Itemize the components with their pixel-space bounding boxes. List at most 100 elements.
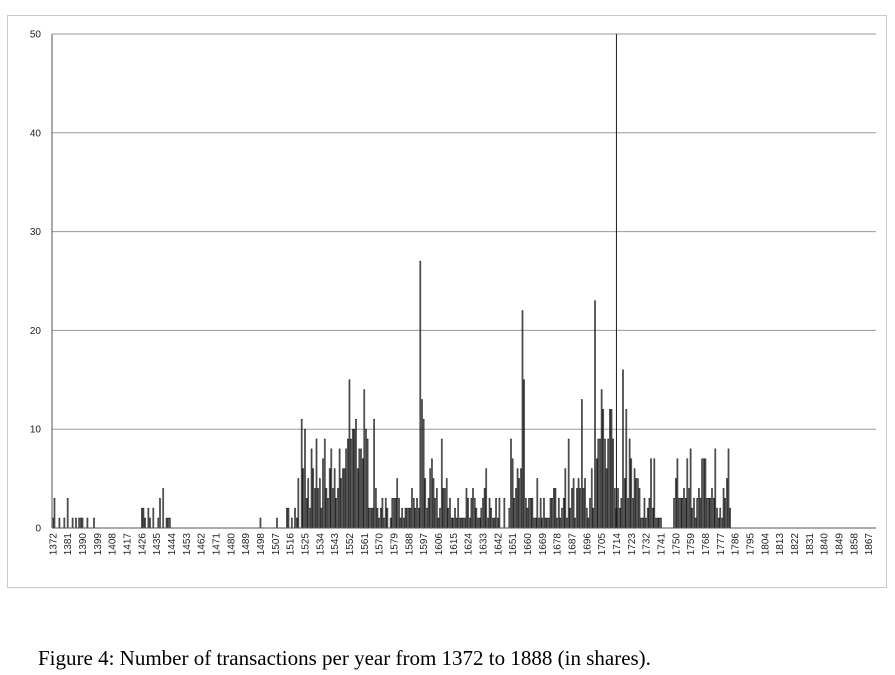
bar-1552 bbox=[348, 379, 351, 529]
bar-1508 bbox=[276, 517, 278, 529]
bar-1741 bbox=[660, 517, 662, 529]
bar-1568 bbox=[375, 488, 377, 529]
bar-1437 bbox=[159, 498, 161, 529]
bar-1571 bbox=[379, 507, 382, 529]
bar-1376 bbox=[58, 517, 61, 529]
x-tick-label: 1813 bbox=[775, 533, 786, 556]
x-tick-label: 1480 bbox=[226, 533, 237, 556]
x-tick-label: 1498 bbox=[256, 533, 267, 556]
bars bbox=[52, 34, 731, 529]
bar-1430 bbox=[147, 507, 150, 529]
bar-1547 bbox=[340, 478, 343, 529]
bar-1517 bbox=[290, 517, 293, 529]
bar-1670 bbox=[543, 498, 545, 529]
bar-1550 bbox=[345, 448, 347, 529]
x-tick-label: 1597 bbox=[419, 533, 430, 556]
x-tick-label: 1543 bbox=[330, 533, 341, 556]
bar-1642 bbox=[496, 517, 499, 529]
bar-1758 bbox=[688, 488, 690, 529]
bar-1782 bbox=[727, 448, 730, 529]
bar-1783 bbox=[729, 507, 731, 529]
bar-1700 bbox=[592, 507, 595, 529]
bar-1684 bbox=[566, 517, 568, 529]
bar-1705 bbox=[600, 389, 603, 529]
bar-1668 bbox=[539, 498, 542, 529]
bar-1386 bbox=[75, 517, 77, 529]
x-tick-label: 1552 bbox=[345, 533, 356, 556]
bar-1535 bbox=[320, 507, 323, 529]
bar-1611 bbox=[445, 478, 448, 529]
bar-1683 bbox=[564, 468, 567, 529]
bar-1548 bbox=[342, 468, 344, 529]
bar-1569 bbox=[376, 507, 379, 529]
bar-1755 bbox=[683, 488, 685, 529]
bar-1586 bbox=[404, 507, 407, 529]
x-tick-label: 1408 bbox=[108, 533, 119, 556]
bar-1753 bbox=[679, 498, 682, 529]
bar-1519 bbox=[294, 507, 296, 529]
bar-1560 bbox=[361, 458, 364, 529]
bar-1646 bbox=[503, 498, 506, 529]
x-tick-label: 1525 bbox=[300, 533, 311, 556]
x-tick-label: 1840 bbox=[820, 533, 831, 556]
bar-1657 bbox=[521, 310, 524, 529]
x-tick-label: 1705 bbox=[597, 533, 608, 556]
bar-1566 bbox=[371, 507, 374, 529]
bar-1765 bbox=[699, 498, 702, 529]
x-tick-label: 1687 bbox=[567, 533, 578, 556]
bar-1544 bbox=[335, 498, 338, 529]
bar-1390 bbox=[81, 517, 84, 529]
bar-1584 bbox=[401, 507, 404, 529]
bar-1592 bbox=[414, 507, 417, 529]
axes bbox=[51, 34, 876, 529]
bar-1628 bbox=[473, 498, 476, 529]
bar-1632 bbox=[480, 507, 483, 529]
bar-1690 bbox=[576, 488, 578, 529]
bar-1706 bbox=[602, 409, 605, 529]
x-tick-label: 1696 bbox=[582, 533, 593, 556]
bar-1722 bbox=[628, 438, 631, 529]
bar-1652 bbox=[513, 498, 516, 529]
bar-1776 bbox=[717, 517, 720, 529]
bar-1738 bbox=[655, 517, 657, 529]
bar-1590 bbox=[411, 488, 413, 529]
bar-1767 bbox=[702, 458, 705, 529]
x-tick-label: 1678 bbox=[553, 533, 564, 556]
bar-1723 bbox=[630, 458, 633, 529]
bar-1557 bbox=[356, 468, 359, 529]
bar-1575 bbox=[386, 507, 389, 529]
bar-1736 bbox=[651, 507, 654, 529]
bar-1379 bbox=[63, 517, 66, 529]
bar-1498 bbox=[259, 517, 262, 529]
bar-1766 bbox=[701, 458, 703, 529]
x-tick-label: 1444 bbox=[167, 533, 178, 556]
bar-1580 bbox=[394, 498, 397, 529]
bar-1666 bbox=[536, 478, 539, 529]
bar-1567 bbox=[373, 418, 375, 529]
bar-1608 bbox=[440, 438, 443, 529]
bar-1709 bbox=[607, 438, 610, 529]
bar-1695 bbox=[584, 478, 586, 529]
bar-1749 bbox=[673, 498, 675, 529]
bar-1589 bbox=[409, 507, 412, 529]
bar-1532 bbox=[315, 438, 318, 529]
bar-1721 bbox=[627, 498, 629, 529]
bar-1554 bbox=[351, 428, 354, 529]
bar-1692 bbox=[579, 488, 581, 529]
x-tick-label: 1471 bbox=[211, 533, 222, 556]
bar-1672 bbox=[546, 517, 549, 529]
bar-1616 bbox=[454, 507, 456, 529]
bar-1713 bbox=[613, 488, 616, 529]
bar-1617 bbox=[455, 517, 458, 529]
bar-1426 bbox=[141, 507, 143, 529]
x-tick-label: 1795 bbox=[745, 533, 756, 556]
bar-1521 bbox=[297, 478, 300, 529]
x-tick-label: 1615 bbox=[449, 533, 460, 556]
bar-1525 bbox=[304, 428, 306, 529]
bar-1655 bbox=[518, 478, 521, 529]
x-tick-label: 1426 bbox=[137, 533, 148, 556]
x-tick-label: 1453 bbox=[182, 533, 193, 556]
bar-1729 bbox=[640, 517, 642, 529]
x-tick-label: 1714 bbox=[612, 533, 623, 556]
x-tick-label: 1570 bbox=[375, 533, 386, 556]
